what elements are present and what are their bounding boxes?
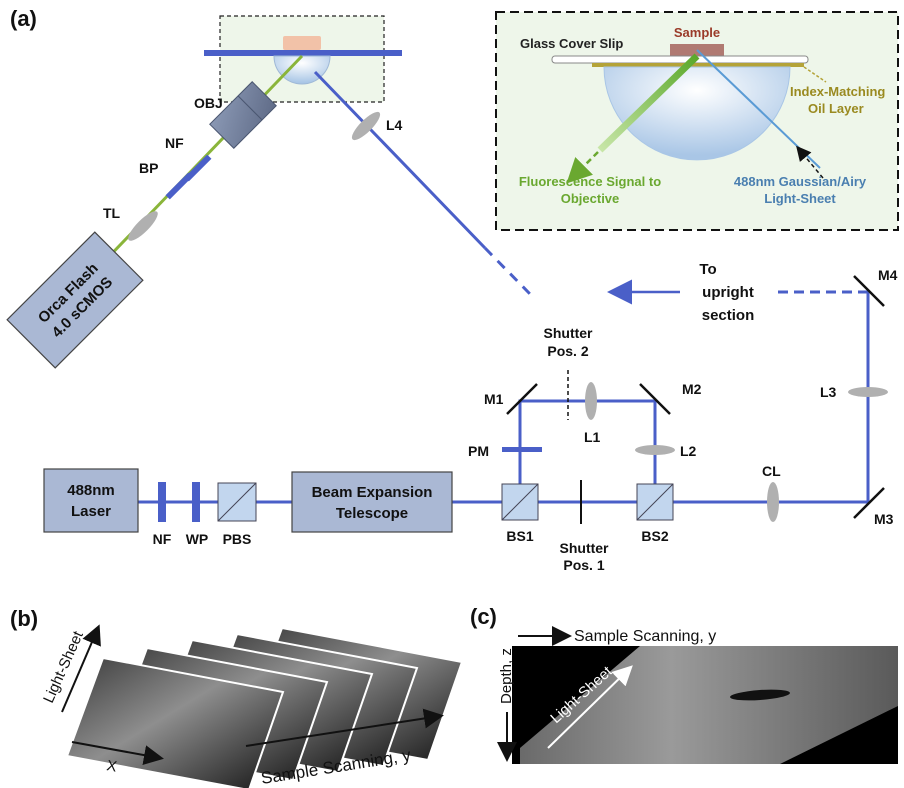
inset-hemisphere (603, 66, 791, 161)
hemispherical-lens (273, 55, 331, 85)
tube-lens (128, 211, 158, 241)
panel-label-b: (b) (10, 606, 38, 631)
lens-l3 (848, 387, 888, 397)
label-shutter1-2: Pos. 1 (563, 557, 604, 573)
mirror-m4 (853, 275, 885, 307)
bandpass-filter (165, 172, 193, 200)
stack-frame-1 (65, 656, 285, 788)
label-axis-z-c: Depth, z (498, 648, 515, 704)
inset-oil-label-2: Oil Layer (808, 101, 864, 116)
label-axis-y-c: Sample Scanning, y (574, 628, 716, 645)
panel-label-c: (c) (470, 604, 497, 629)
label-l1: L1 (584, 429, 601, 445)
inset-fluorescence-arrow (566, 151, 599, 184)
sample-block (283, 36, 321, 50)
label-l2: L2 (680, 443, 697, 459)
mirror-m3 (853, 487, 885, 519)
label-bs1: BS1 (506, 528, 533, 544)
notch-filter-top (184, 154, 212, 182)
lens-l1 (585, 382, 597, 420)
inset-oil-pointer (803, 66, 827, 83)
label-m4: M4 (878, 267, 898, 283)
bet-label-2: Telescope (336, 505, 408, 522)
lens-cl (767, 482, 779, 522)
label-m3: M3 (874, 511, 894, 527)
inset-cover-slip (551, 55, 809, 64)
notch-filter (158, 482, 166, 522)
label-upright-2: upright (702, 284, 754, 301)
bs1-diagonal (501, 483, 539, 521)
camera-box: Orca Flash 4.0 sCMOS (6, 231, 144, 369)
label-obj: OBJ (194, 95, 223, 111)
label-wp: WP (186, 531, 209, 547)
phase-mask (502, 447, 542, 452)
axis-light-sheet-c (547, 665, 633, 749)
illumination-beam-upper (313, 70, 487, 250)
bs2-diagonal (636, 483, 674, 521)
label-upright-1: To (699, 261, 716, 278)
label-upright-3: section (702, 307, 755, 324)
label-bs2: BS2 (641, 528, 668, 544)
label-bp: BP (139, 160, 158, 176)
inset-sample-label: Sample (674, 25, 720, 40)
label-axis-x-b: X (105, 757, 118, 775)
label-shutter1-1: Shutter (560, 540, 610, 556)
label-shutter2-2: Pos. 2 (547, 343, 588, 359)
image-stack (65, 626, 464, 788)
label-l3: L3 (820, 384, 837, 400)
inset-cover-slip-label: Glass Cover Slip (520, 36, 623, 51)
label-shutter2-1: Shutter (544, 325, 594, 341)
bet-label-1: Beam Expansion (312, 484, 433, 501)
label-nf: NF (153, 531, 172, 547)
pbs-diagonal (217, 482, 257, 522)
axis-light-sheet-b (61, 624, 101, 713)
label-pm: PM (468, 443, 489, 459)
axis-y-b (245, 708, 444, 747)
laser-box (43, 468, 139, 533)
inset-fluor-label-1: Fluorescence Signal to (519, 174, 661, 189)
mirror-m2 (639, 383, 671, 415)
axis-x-b (71, 741, 164, 765)
lens-l2 (635, 445, 675, 455)
panel-c-feature (730, 689, 790, 701)
label-tl: TL (103, 205, 121, 221)
beam-expansion-box (291, 471, 453, 533)
label-axis-sheet-b: Light-Sheet (40, 628, 87, 706)
label-m2: M2 (682, 381, 702, 397)
label-l4: L4 (386, 117, 403, 133)
label-m1: M1 (484, 391, 504, 407)
panel-label-a: (a) (10, 6, 37, 31)
laser-label-1: 488nm (67, 482, 115, 499)
inset-fluor-label-2: Objective (561, 191, 620, 206)
cover-slip (204, 50, 402, 56)
label-pbs: PBS (223, 531, 252, 547)
inset-oil-layer (592, 63, 804, 67)
mirror-m1 (506, 383, 538, 415)
lens-l4 (351, 111, 381, 141)
inset-sheet-label-2: Light-Sheet (764, 191, 836, 206)
objective (209, 81, 277, 149)
label-cl: CL (762, 463, 781, 479)
inset-oil-label-1: Index-Matching (790, 84, 885, 99)
illumination-beam-dashed (483, 246, 532, 296)
label-nf-top: NF (165, 135, 184, 151)
inset-sheet-label-1: 488nm Gaussian/Airy (734, 174, 867, 189)
laser-label-2: Laser (71, 503, 111, 520)
inset-fluorescence-ray (597, 53, 700, 153)
waveplate (192, 482, 200, 522)
